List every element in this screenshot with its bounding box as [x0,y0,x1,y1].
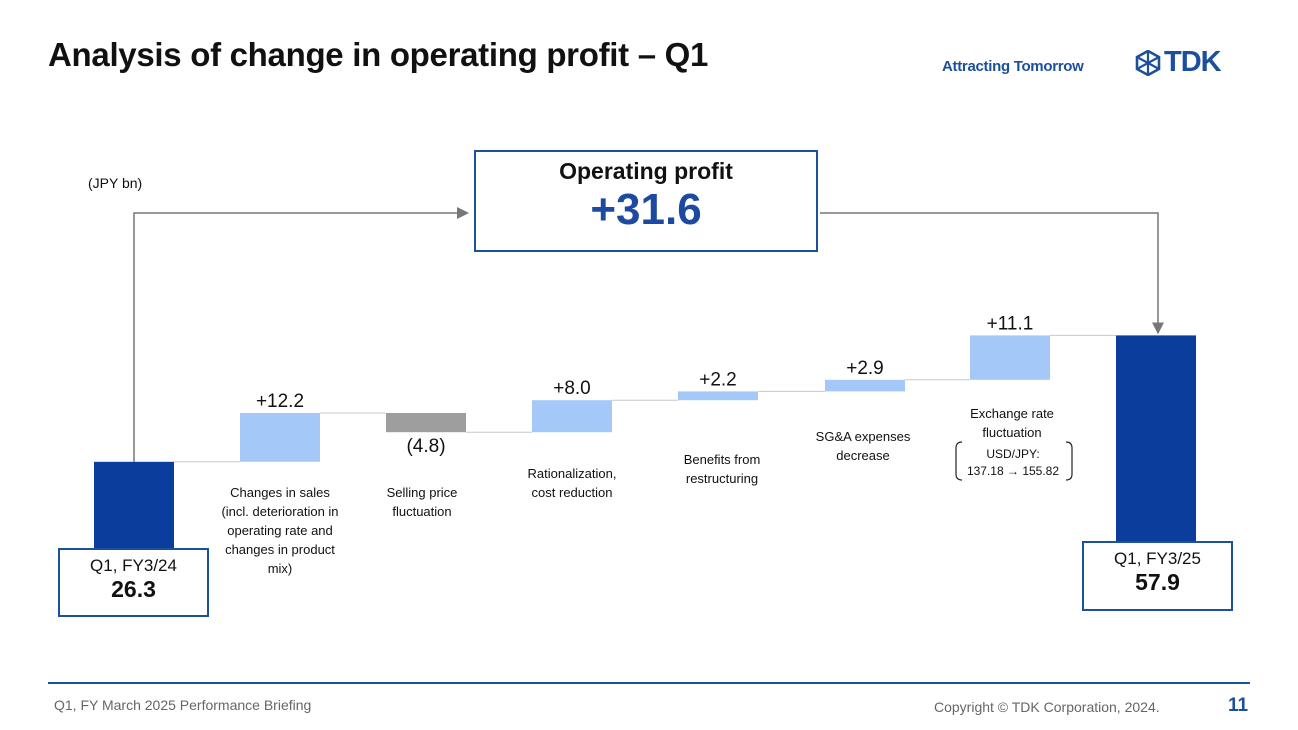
footer-copyright: Copyright © TDK Corporation, 2024. [934,699,1160,715]
operating-profit-value: +31.6 [590,185,702,234]
waterfall-bar [678,391,758,401]
category-annotation: Changes in sales (incl. deterioration in… [221,485,339,576]
page-number: 11 [1228,695,1249,716]
tdk-emblem-icon [1135,49,1161,76]
category-annotation: SG&A expenses decrease [815,429,911,463]
waterfall-bar [1116,335,1196,567]
category-annotation: Benefits from restructuring [683,452,761,486]
fx-bracket [955,441,1073,481]
tdk-logo: TDK [1134,46,1222,79]
waterfall-bar [532,400,612,433]
bar-value-label: +11.1 [987,313,1034,334]
category-annotation: Selling price fluctuation [386,485,458,519]
footer-title: Q1, FY March 2025 Performance Briefing [54,697,312,713]
operating-profit-box: Operating profit +31.6 [474,150,818,252]
tagline: Attracting Tomorrow [942,58,1084,75]
bar-value-label: (4.8) [406,436,445,457]
flow-arrow-out [820,212,1164,335]
waterfall-bar [240,413,320,462]
end-total-label: Q1, FY3/25 [1114,549,1201,568]
operating-profit-label: Operating profit [559,158,733,184]
waterfall-bar [825,379,905,392]
footer-divider [48,682,1250,684]
end-total-value: 57.9 [1135,569,1180,595]
waterfall-bar [386,413,466,433]
bar-value-label: +2.2 [699,369,737,390]
unit-label: (JPY bn) [88,175,143,191]
waterfall-bar [970,335,1050,380]
start-total-label: Q1, FY3/24 [90,556,177,575]
slide-title: Analysis of change in operating profit –… [48,36,709,73]
bar-value-label: +2.9 [846,358,884,379]
flow-arrow-in [133,207,469,462]
category-annotation: Exchange rate fluctuation [970,406,1054,440]
bar-value-label: +12.2 [256,391,304,412]
logo-text: TDK [1164,46,1222,78]
bar-value-label: +8.0 [553,378,591,399]
end-total-box: Q1, FY3/25 57.9 [1082,541,1233,611]
start-total-box: Q1, FY3/24 26.3 [58,548,209,617]
start-total-value: 26.3 [111,576,156,602]
category-annotation: Rationalization, cost reduction [527,466,617,500]
fx-note: USD/JPY: 137.18 → 155.82 [966,447,1060,478]
